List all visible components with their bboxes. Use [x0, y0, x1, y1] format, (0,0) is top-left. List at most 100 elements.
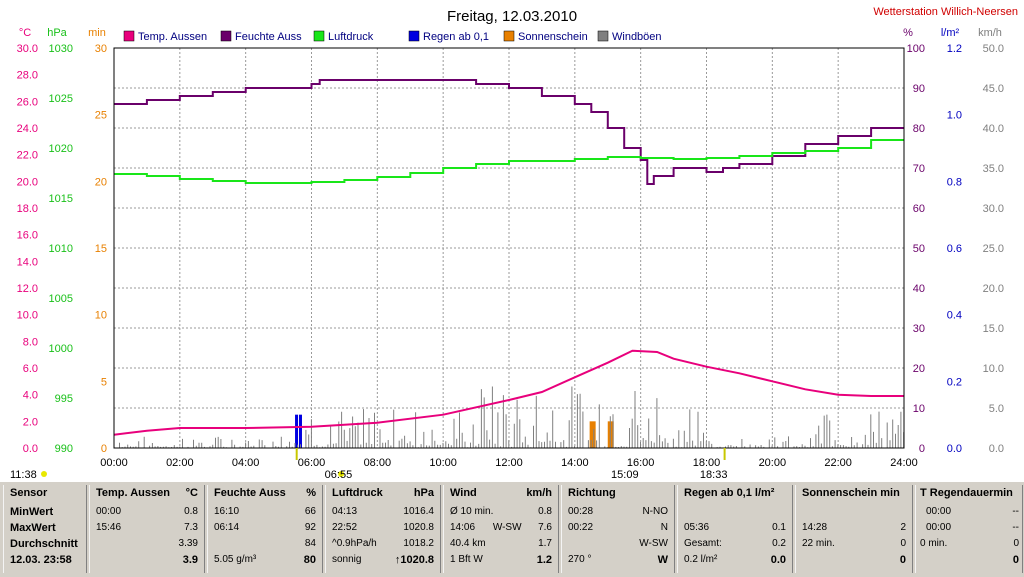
tick-label-x: 10:00 — [429, 457, 457, 469]
rain-row: 0.2 l/m² 0.0 — [684, 554, 786, 566]
temp-row: 00:00 0.8 — [96, 506, 198, 517]
sun-dot-left — [41, 471, 47, 477]
tick-label-humidity: 90 — [913, 83, 925, 95]
plot-frame — [113, 47, 905, 449]
tick-label-min: 25 — [95, 110, 107, 122]
unit-label-humidity: % — [903, 27, 913, 39]
tick-label-x: 20:00 — [759, 457, 787, 469]
series-line-temp — [113, 349, 904, 436]
legend-swatch — [597, 30, 609, 42]
tick-label-rain: 1.2 — [947, 43, 962, 55]
rain-row: Gesamt: 0.2 — [684, 538, 786, 549]
unit-label-temp: °C — [19, 27, 31, 39]
tick-label-x: 02:00 — [166, 457, 194, 469]
tick-label-min: 10 — [95, 310, 107, 322]
tick-label-wind: 15.0 — [983, 323, 1004, 335]
humidity-row: 84 — [304, 538, 316, 549]
legend-label: Temp. Aussen — [138, 31, 207, 43]
rain-row: 05:36 0.1 — [684, 522, 786, 533]
temp-section: Temp. Aussen °C 00:00 0.8 15:46 7.3 3.39 3.… — [89, 485, 205, 573]
tick-label-wind: 45.0 — [983, 83, 1004, 95]
tick-label-temp: 30.0 — [17, 43, 38, 55]
tick-label-temp: 4.0 — [23, 390, 38, 402]
tick-label-min: 30 — [95, 43, 107, 55]
legend-swatch — [408, 30, 420, 42]
pressure-header: Luftdruck — [332, 487, 383, 499]
tick-label-pressure: 1005 — [49, 293, 73, 305]
tick-label-humidity: 100 — [907, 43, 925, 55]
chart-title: Freitag, 12.03.2010 — [447, 8, 577, 25]
chart-grid — [114, 48, 904, 448]
sunshine-header: Sonnenschein min — [802, 487, 900, 499]
summary-panel: Sensor MinWert MaxWert Durchschnitt 12.0… — [0, 482, 1024, 577]
tick-label-temp: 0.0 — [23, 443, 38, 455]
sensor-row-current: 12.03. 23:58 — [10, 554, 72, 566]
pressure-section: Luftdruck hPa 04:13 1016.4 22:52 1020.8 ^0.… — [325, 485, 441, 573]
tick-label-wind: 5.0 — [989, 403, 1004, 415]
direction-row: 00:28 N-NO — [568, 506, 668, 517]
direction-header: Richtung — [568, 487, 616, 499]
tick-label-humidity: 30 — [913, 323, 925, 335]
tick-label-humidity: 60 — [913, 203, 925, 215]
chart-lines — [113, 79, 904, 436]
rainduration-row: 0 min. 0 — [920, 538, 1019, 549]
tick-label-x: 24:00 — [890, 457, 918, 469]
rainduration-row: 00:00 -- — [926, 506, 1019, 517]
tick-label-rain: 0.8 — [947, 176, 962, 188]
tick-label-x: 12:00 — [495, 457, 523, 469]
tick-label-pressure: 1030 — [49, 43, 73, 55]
tick-label-temp: 10.0 — [17, 310, 38, 322]
wind-row: 14:06 W-SW 7.6 — [450, 522, 552, 533]
tick-label-temp: 16.0 — [17, 230, 38, 242]
direction-row: 270 ° W — [568, 554, 668, 566]
legend-label: Sonnenschein — [518, 31, 588, 43]
tick-label-wind: 40.0 — [983, 123, 1004, 135]
tick-label-pressure: 1020 — [49, 143, 73, 155]
tick-label-temp: 22.0 — [17, 150, 38, 162]
rainduration-row: 0 — [1012, 554, 1019, 566]
temp-unit: °C — [185, 487, 198, 499]
rainduration-row: 00:00 -- — [926, 522, 1019, 533]
rainduration-section: T Regendauermin 00:00 -- 00:00 -- 0 min. 0 … — [915, 485, 1023, 573]
temp-header: Temp. Aussen — [96, 487, 170, 499]
tick-label-humidity: 80 — [913, 123, 925, 135]
sunshine-row: 22 min. 0 — [802, 538, 906, 549]
pressure-unit: hPa — [413, 487, 434, 499]
unit-label-min: min — [88, 27, 106, 39]
tick-label-temp: 8.0 — [23, 336, 38, 348]
direction-row: 00:22 N — [568, 522, 668, 533]
pressure-row: 04:13 1016.4 — [332, 506, 434, 517]
sensor-header: Sensor — [10, 487, 48, 499]
tick-label-humidity: 10 — [913, 403, 925, 415]
series-line-pressure — [114, 139, 904, 184]
tick-label-x: 14:00 — [561, 457, 589, 469]
humidity-row: 06:14 92 — [214, 522, 316, 533]
wind-row: Ø 10 min. 0.8 — [450, 506, 552, 517]
tick-label-min: 20 — [95, 176, 107, 188]
tick-label-wind: 30.0 — [983, 203, 1004, 215]
tick-label-rain: 0.4 — [947, 310, 962, 322]
tick-label-temp: 12.0 — [17, 283, 38, 295]
temp-row: 3.39 — [178, 538, 198, 549]
series-line-humidity — [114, 79, 904, 185]
unit-label-rain: l/m² — [941, 27, 960, 39]
sunset-label: 18:33 — [700, 469, 728, 481]
tick-label-x: 08:00 — [364, 457, 392, 469]
tick-label-humidity: 20 — [913, 363, 925, 375]
tick-label-wind: 35.0 — [983, 163, 1004, 175]
tick-label-min: 0 — [101, 443, 107, 455]
tick-label-humidity: 40 — [913, 283, 925, 295]
legend-swatch — [220, 30, 232, 42]
tick-label-pressure: 1015 — [49, 193, 73, 205]
legend-label: Feuchte Auss — [235, 31, 302, 43]
bar-rain — [298, 414, 302, 448]
axis-ticks: 0.0 2.0 4.0 6.0 8.0 10.0 12.0 14.0 16.0 18.0 20.0 2… — [17, 43, 1004, 469]
tick-label-wind: 25.0 — [983, 243, 1004, 255]
tick-label-pressure: 995 — [55, 393, 73, 405]
wind-section: Wind km/h Ø 10 min. 0.8 14:06 W-SW 7.6 40.4 … — [443, 485, 559, 573]
tick-label-rain: 0.0 — [947, 443, 962, 455]
legend-label: Regen ab 0,1 — [423, 31, 489, 43]
axis-units: °C hPa min% l/m² km/h — [19, 27, 1002, 39]
tick-label-humidity: 0 — [919, 443, 925, 455]
humidity-section: Feuchte Auss% 16:10 66 06:14 92 84 5.05 g/… — [207, 485, 323, 573]
